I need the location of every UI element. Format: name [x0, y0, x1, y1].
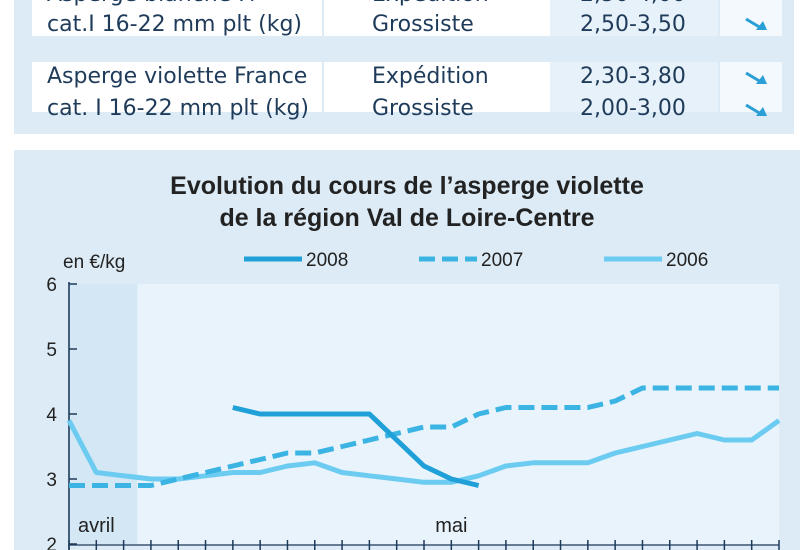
arrow-down-right-icon [745, 71, 767, 84]
y-tick-label: 4 [46, 405, 57, 426]
price-cell: 2,30-3,80 2,00-3,00 [550, 62, 718, 121]
product-cell: Asperge blanche Fr cat.I 16-22 mm plt (k… [32, 0, 322, 37]
price-expedition: 2,30-3,80 [580, 64, 686, 89]
stage-grossiste: Grossiste [372, 12, 474, 37]
price-table: Asperge blanche Fr cat.I 16-22 mm plt (k… [14, 0, 794, 134]
y-axis-label: en €/kg [63, 252, 125, 273]
x-tick-label: mai [435, 515, 467, 537]
product-cell: Asperge violette France cat. I 16-22 mm … [32, 62, 322, 121]
product-spec: cat.I 16-22 mm plt (kg) [47, 12, 303, 37]
arrow-down-right-icon [745, 103, 767, 116]
legend-label-2007: 2007 [481, 250, 523, 271]
stage-cell: Expédition Grossiste [324, 0, 558, 37]
arrow-down-right-icon [744, 0, 770, 2]
y-tick-label: 5 [46, 340, 57, 361]
price-expedition: 2,50-4,00 [580, 0, 686, 10]
legend-label-2006: 2006 [666, 250, 708, 271]
stage-expedition: Expédition [372, 0, 489, 10]
chart-panel: Evolution du cours de l’asperge violette… [14, 150, 800, 550]
trend-cell [720, 62, 782, 116]
arrow-down-right-icon [745, 17, 767, 30]
plot-area [69, 284, 779, 544]
price-row-violet-asparagus: Asperge violette France cat. I 16-22 mm … [14, 62, 794, 121]
series-line-2008 [232, 405, 480, 488]
product-spec: cat. I 16-22 mm plt (kg) [47, 96, 310, 121]
y-tick-label: 3 [46, 470, 57, 491]
price-cell: 2,50-4,00 2,50-3,50 [550, 0, 718, 37]
legend-label-2008: 2008 [306, 250, 348, 271]
stage-cell: Expédition Grossiste [324, 62, 558, 121]
line-chart: 2 3 4 5 6 avril mai en €/kg 2008 2007 2006 [46, 250, 781, 550]
product-name: Asperge violette France [47, 64, 308, 89]
price-grossiste: 2,00-3,00 [580, 96, 686, 121]
x-tick-label: avril [78, 515, 115, 537]
y-tick-label: 2 [46, 535, 57, 550]
chart-title: Evolution du cours de l’asperge violette [170, 172, 644, 200]
trend-cell [720, 0, 782, 36]
price-grossiste: 2,50-3,50 [580, 12, 686, 37]
series-line-2007 [69, 385, 779, 488]
april-shaded-band [69, 284, 138, 544]
chart-subtitle: de la région Val de Loire-Centre [219, 204, 595, 232]
stage-grossiste: Grossiste [372, 96, 474, 121]
stage-expedition: Expédition [372, 64, 489, 89]
price-row-white-asparagus: Asperge blanche Fr cat.I 16-22 mm plt (k… [14, 0, 794, 37]
product-name: Asperge blanche Fr [47, 0, 258, 10]
y-tick-label: 6 [46, 275, 57, 296]
